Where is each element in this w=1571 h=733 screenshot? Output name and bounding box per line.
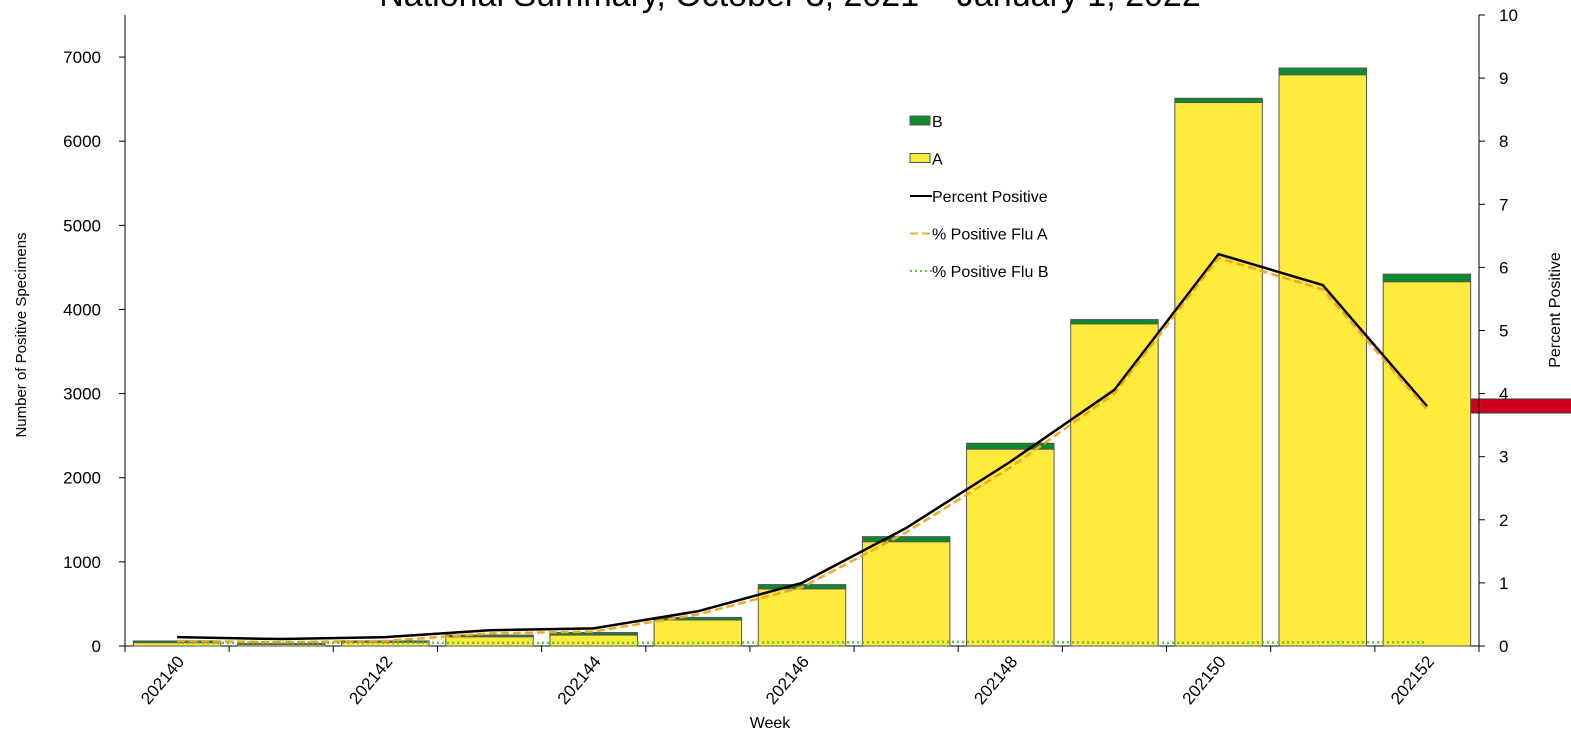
bar-segment <box>445 636 534 647</box>
bar-segment <box>236 642 326 645</box>
chart-title: National Summary, October 3, 2021 – Janu… <box>379 0 1201 14</box>
bar-segment <box>549 634 638 647</box>
y2-tick-label: 4 <box>1499 385 1508 404</box>
bar-segment <box>757 588 847 647</box>
y-tick-label: 3000 <box>63 385 101 404</box>
legend-swatch <box>909 153 931 163</box>
x-tick-label: 202152 <box>1387 652 1438 708</box>
bar-segment <box>1382 273 1472 283</box>
y-tick-label: 5000 <box>63 216 101 235</box>
bar-segment <box>1174 101 1263 647</box>
bar-segment <box>549 632 638 636</box>
y2-tick-label: 2 <box>1499 511 1508 530</box>
y2-tick-label: 5 <box>1499 322 1508 341</box>
y2-tick-label: 10 <box>1499 6 1518 25</box>
legend-label: Percent Positive <box>932 189 1048 206</box>
y2-tick-label: 8 <box>1499 132 1508 151</box>
bar-segment <box>1278 67 1368 76</box>
line-series <box>177 640 1427 645</box>
x-axis-label: Week <box>750 715 792 732</box>
y-tick-label: 0 <box>92 637 101 656</box>
y2-tick-label: 6 <box>1499 258 1508 277</box>
y-tick-label: 6000 <box>63 132 101 151</box>
x-tick-label: 202140 <box>137 652 188 708</box>
legend-label: B <box>932 114 943 131</box>
y-tick-label: 4000 <box>63 300 101 319</box>
bar-segment <box>1174 97 1263 103</box>
y-tick-label: 2000 <box>63 469 101 488</box>
bar-segment <box>1070 319 1159 325</box>
bar-segment <box>1382 281 1472 647</box>
y2-tick-label: 9 <box>1499 69 1508 88</box>
legend-label: % Positive Flu B <box>932 264 1048 281</box>
legend-label: % Positive Flu A <box>932 227 1048 244</box>
bar-segment <box>1278 74 1368 647</box>
x-tick-label: 202142 <box>345 652 396 708</box>
y-axis-label: Number of Positive Specimens <box>13 232 30 437</box>
bar-segment <box>861 541 951 647</box>
line-series <box>177 256 1428 644</box>
bar-segment <box>966 442 1055 450</box>
y2-axis-label: Percent Positive <box>1547 252 1564 368</box>
bar-segment <box>341 641 430 647</box>
bar-segment <box>653 616 743 621</box>
bar-segment <box>966 448 1055 647</box>
y-tick-label: 1000 <box>63 553 101 572</box>
y2-tick-label: 1 <box>1499 574 1508 593</box>
y2-tick-label: 7 <box>1499 195 1508 214</box>
x-tick-label: 202144 <box>554 652 605 708</box>
y2-tick-label: 3 <box>1499 448 1508 467</box>
line-series <box>177 252 1428 641</box>
x-tick-label: 202148 <box>970 652 1021 708</box>
legend-swatch <box>909 115 931 126</box>
x-tick-label: 202146 <box>762 652 813 708</box>
legend-label: A <box>932 152 943 169</box>
y2-tick-label: 0 <box>1499 637 1508 656</box>
y-tick-label: 7000 <box>63 48 101 67</box>
bar-segment <box>861 536 951 543</box>
x-tick-label: 202150 <box>1179 652 1230 708</box>
bar-segment <box>1070 323 1159 647</box>
